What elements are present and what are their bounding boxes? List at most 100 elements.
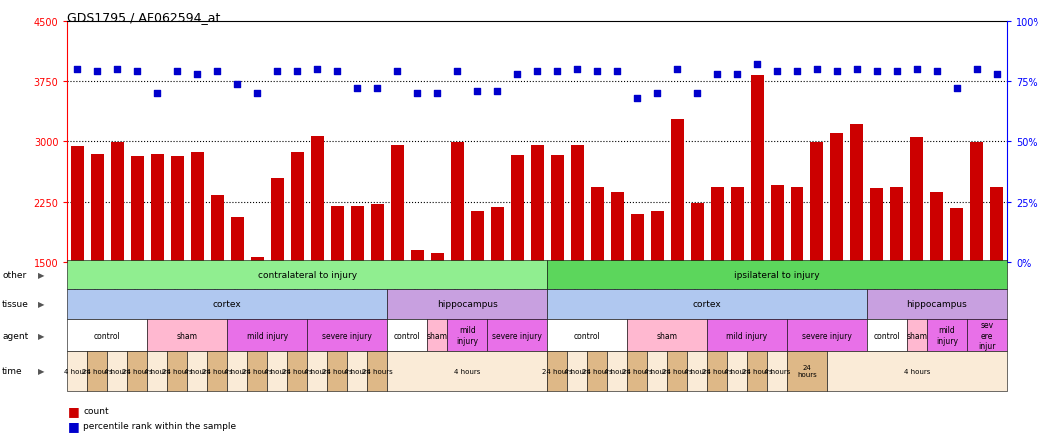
Bar (371, 205, 384, 263)
Text: 24 hours: 24 hours (202, 368, 233, 374)
Text: 4 hours: 4 hours (104, 368, 131, 374)
Text: hippocampus: hippocampus (437, 300, 497, 309)
Point (448, 69, 465, 76)
Text: ▶: ▶ (38, 300, 45, 309)
Text: 24 hours: 24 hours (162, 368, 193, 374)
Point (789, 69, 805, 76)
Point (429, 90, 445, 97)
Bar (91, 155, 104, 263)
Text: sham: sham (657, 331, 678, 340)
Point (509, 71, 525, 78)
Bar (830, 134, 844, 263)
Text: ▶: ▶ (38, 331, 45, 340)
Text: other: other (2, 270, 26, 279)
Text: cortex: cortex (213, 300, 242, 309)
Point (988, 71, 1005, 78)
Point (249, 90, 266, 97)
Point (769, 69, 786, 76)
Text: 4 hours: 4 hours (264, 368, 291, 374)
Bar (550, 156, 564, 263)
Bar (811, 143, 823, 263)
Text: ipsilateral to injury: ipsilateral to injury (734, 270, 820, 279)
Bar (411, 250, 424, 263)
Text: mild injury: mild injury (247, 331, 288, 340)
Text: 4 hours: 4 hours (224, 368, 250, 374)
Bar (971, 143, 983, 263)
Point (189, 71, 206, 78)
Text: 24 hours: 24 hours (741, 368, 772, 374)
Point (929, 69, 946, 76)
Text: 4 hours: 4 hours (144, 368, 170, 374)
Text: 4 hours: 4 hours (344, 368, 371, 374)
Text: severe injury: severe injury (492, 331, 542, 340)
Bar (171, 157, 184, 263)
Point (569, 66, 585, 73)
Text: 24 hours: 24 hours (122, 368, 153, 374)
Bar (591, 188, 604, 263)
Point (869, 69, 885, 76)
Bar (271, 178, 283, 263)
Point (309, 66, 326, 73)
Text: mild injury: mild injury (727, 331, 767, 340)
Text: 24 hours: 24 hours (581, 368, 612, 374)
Text: hippocampus: hippocampus (906, 300, 967, 309)
Text: 4 hours: 4 hours (904, 368, 930, 374)
Text: 24 hours: 24 hours (322, 368, 353, 374)
Point (949, 85, 965, 92)
Bar (491, 207, 503, 263)
Text: tissue: tissue (2, 300, 29, 309)
Point (169, 69, 186, 76)
Text: control: control (874, 331, 900, 340)
Bar (331, 206, 344, 263)
Point (289, 69, 305, 76)
Point (748, 62, 765, 69)
Text: 24 hours: 24 hours (661, 368, 692, 374)
Point (209, 69, 225, 76)
Point (469, 88, 486, 95)
Text: 4 hours: 4 hours (64, 368, 90, 374)
Point (729, 71, 745, 78)
Point (689, 90, 706, 97)
Bar (891, 188, 903, 263)
Bar (131, 157, 144, 263)
Bar (431, 253, 443, 263)
Text: severe injury: severe injury (323, 331, 373, 340)
Text: 24 hours: 24 hours (702, 368, 733, 374)
Point (709, 71, 726, 78)
Point (889, 69, 905, 76)
Bar (791, 188, 803, 263)
Text: ■: ■ (67, 404, 79, 417)
Bar (191, 153, 203, 263)
Point (649, 90, 665, 97)
Text: contralateral to injury: contralateral to injury (257, 270, 357, 279)
Point (70, 66, 86, 73)
Bar (750, 76, 764, 263)
Bar (651, 212, 663, 263)
Point (129, 69, 145, 76)
Point (489, 88, 506, 95)
Text: mild
injury: mild injury (936, 326, 958, 345)
Point (89, 69, 106, 76)
Point (368, 85, 385, 92)
Point (849, 66, 866, 73)
Text: GDS1795 / AF062594_at: GDS1795 / AF062594_at (67, 11, 221, 24)
Text: percentile rank within the sample: percentile rank within the sample (83, 421, 237, 430)
Point (629, 95, 646, 102)
Text: 4 hours: 4 hours (454, 368, 481, 374)
Text: 4 hours: 4 hours (304, 368, 330, 374)
Text: control: control (574, 331, 601, 340)
Point (349, 85, 365, 92)
Text: 24 hours: 24 hours (362, 368, 392, 374)
Text: 24 hours: 24 hours (622, 368, 653, 374)
Bar (310, 137, 324, 263)
Text: severe injury: severe injury (802, 331, 852, 340)
Point (229, 81, 246, 88)
Bar (610, 193, 624, 263)
Text: 24 hours: 24 hours (82, 368, 113, 374)
Bar (631, 214, 644, 263)
Bar (910, 137, 924, 263)
Text: 4 hours: 4 hours (604, 368, 630, 374)
Text: 24 hours: 24 hours (282, 368, 312, 374)
Text: 4 hours: 4 hours (644, 368, 671, 374)
Text: count: count (83, 406, 109, 414)
